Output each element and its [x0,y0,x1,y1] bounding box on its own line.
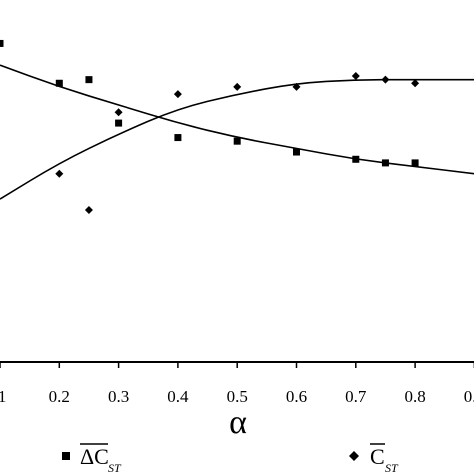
diamond-point [55,169,64,178]
x-tick-labels: .1 0.2 0.3 0.4 0.5 0.6 0.7 0.8 0.9 [0,362,474,406]
legend-item-0: ΔC ST [62,443,122,474]
diamond-point [233,82,242,91]
diamond-point [351,72,360,81]
legend-item-1: C ST [349,443,399,474]
x-tick-label: 0.5 [227,387,248,406]
diamond-point [292,82,301,91]
x-tick-label: 0.4 [167,387,189,406]
square-point [233,137,241,145]
x-tick-label: 0.9 [464,387,474,406]
square-point [293,148,300,156]
fit-curve-0 [0,64,474,175]
square-point [55,79,63,87]
fit-curve-1 [0,78,474,200]
square-point [381,159,389,167]
legend-square-marker [62,452,70,460]
legend-label-subscript: ST [108,461,122,474]
square-point [174,134,182,142]
diamond-point [173,90,182,99]
diamond-point [84,205,93,214]
square-point [411,159,419,167]
diamond-point [381,75,390,84]
x-tick-label: 0.8 [404,387,425,406]
square-point [0,39,4,47]
x-tick-label: 0.2 [49,387,70,406]
x-tick-label: 0.6 [286,387,307,406]
legend-label-subscript: ST [385,461,399,474]
square-point [115,119,123,127]
legend-diamond-marker [349,451,359,461]
square-point [352,155,360,163]
data-markers [0,39,420,214]
legend-label: C [370,444,385,469]
square-point [85,76,93,84]
diamond-point [114,108,123,117]
x-tick-label: .1 [0,387,6,406]
x-axis-label: α [229,404,247,441]
x-tick-label: 0.7 [345,387,367,406]
fit-curves [0,64,474,200]
x-tick-label: 0.3 [108,387,129,406]
legend: ΔC ST C ST [62,443,399,474]
diamond-point [411,79,420,88]
legend-label: ΔC [80,444,109,469]
